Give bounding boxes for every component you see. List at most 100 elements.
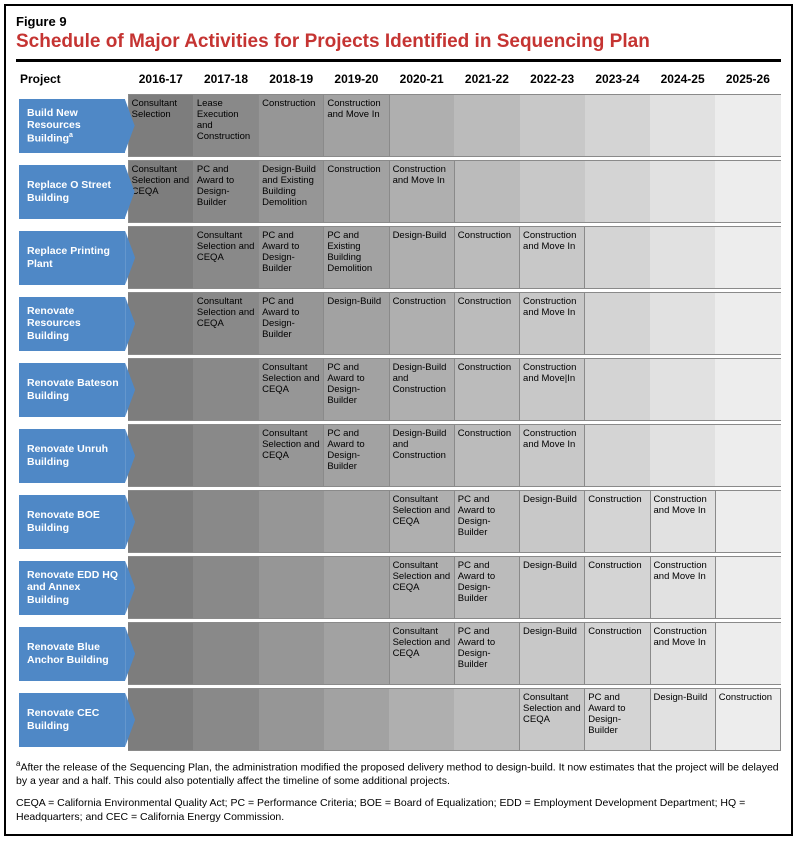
activity-cell: Design-Build	[324, 293, 389, 355]
table-row: Renovate CEC Building Consultant Selectio…	[16, 689, 781, 751]
col-header-year: 2019-20	[324, 66, 389, 95]
project-cell: Renovate BOE Building	[16, 491, 128, 553]
activity-cell: Consultant Selection and CEQA	[193, 293, 258, 355]
activity-cell: Construction	[454, 293, 519, 355]
activity-cell: Construction	[585, 557, 650, 619]
activity-cell	[193, 557, 258, 619]
activity-cell: Design-Build and Construction	[389, 425, 454, 487]
project-cell: Replace Printing Plant	[16, 227, 128, 289]
activity-cell	[715, 293, 780, 355]
col-header-year: 2023-24	[585, 66, 650, 95]
activity-cell: PC and Award to Design-Builder	[259, 227, 324, 289]
activity-cell	[324, 557, 389, 619]
activity-cell: Design-Build	[520, 557, 585, 619]
activity-cell: Design-Build and Construction	[389, 359, 454, 421]
activity-cell: Consultant Selection and CEQA	[128, 161, 193, 223]
activity-cell: Construction and Move In	[520, 227, 585, 289]
activity-cell	[454, 689, 519, 751]
activity-cell: PC and Award to Design-Builder	[454, 491, 519, 553]
project-cell: Renovate CEC Building	[16, 689, 128, 751]
activity-cell	[715, 491, 780, 553]
table-row: Renovate Resources Building Consultant Se…	[16, 293, 781, 355]
activity-cell	[585, 425, 650, 487]
activity-cell	[193, 623, 258, 685]
activity-cell: Construction	[715, 689, 780, 751]
activity-cell	[585, 359, 650, 421]
activity-cell: Consultant Selection and CEQA	[520, 689, 585, 751]
activity-cell	[715, 95, 780, 157]
col-header-year: 2018-19	[259, 66, 324, 95]
activity-cell: Lease Execution and Construction	[193, 95, 258, 157]
activity-cell	[389, 95, 454, 157]
project-label: Renovate Bateson Building	[19, 363, 125, 417]
activity-cell	[193, 425, 258, 487]
col-header-year: 2017-18	[193, 66, 258, 95]
table-row: Replace O Street BuildingConsultant Sele…	[16, 161, 781, 223]
activity-cell: Construction	[259, 95, 324, 157]
project-label: Replace O Street Building	[19, 165, 125, 219]
figure-label: Figure 9	[16, 14, 781, 29]
activity-cell: Construction and Move In	[650, 623, 715, 685]
activity-cell	[454, 95, 519, 157]
col-header-year: 2022-23	[520, 66, 585, 95]
activity-cell	[128, 227, 193, 289]
activity-cell	[128, 491, 193, 553]
activity-cell: Construction	[454, 425, 519, 487]
project-label: Build New Resources Buildinga	[19, 99, 125, 153]
table-header-row: Project2016-172017-182018-192019-202020-…	[16, 66, 781, 95]
activity-cell: Construction and Move In	[324, 95, 389, 157]
activity-cell	[650, 161, 715, 223]
activity-cell	[715, 359, 780, 421]
activity-cell: Construction and Move In	[520, 425, 585, 487]
activity-cell	[650, 425, 715, 487]
table-row: Replace Printing PlantConsultant Selecti…	[16, 227, 781, 289]
footnote: aAfter the release of the Sequencing Pla…	[16, 759, 781, 789]
col-header-project: Project	[16, 66, 128, 95]
activity-cell	[128, 689, 193, 751]
activity-cell: PC and Award to Design-Builder	[193, 161, 258, 223]
activity-cell	[259, 557, 324, 619]
activity-cell: Construction and Move In	[650, 491, 715, 553]
activity-cell: PC and Existing Building Demolition	[324, 227, 389, 289]
activity-cell: Construction and Move|In	[520, 359, 585, 421]
activity-cell: PC and Award to Design-Builder	[324, 359, 389, 421]
table-row: Renovate Blue Anchor BuildingConsultant …	[16, 623, 781, 685]
activity-cell: PC and Award to Design-Builder	[454, 557, 519, 619]
table-row: Renovate EDD HQ and Annex Building Consul…	[16, 557, 781, 619]
project-cell: Renovate Unruh Building	[16, 425, 128, 487]
activity-cell	[193, 491, 258, 553]
activity-cell: Consultant Selection and CEQA	[389, 557, 454, 619]
project-cell: Renovate EDD HQ and Annex Building	[16, 557, 128, 619]
activity-cell: Consultant Selection and CEQA	[389, 491, 454, 553]
activity-cell	[259, 491, 324, 553]
project-label: Renovate Unruh Building	[19, 429, 125, 483]
col-header-year: 2025-26	[715, 66, 780, 95]
activity-cell	[715, 425, 780, 487]
project-label: Renovate EDD HQ and Annex Building	[19, 561, 125, 615]
schedule-table: Project2016-172017-182018-192019-202020-…	[16, 66, 781, 751]
project-label: Renovate CEC Building	[19, 693, 125, 747]
activity-cell	[715, 623, 780, 685]
activity-cell	[715, 161, 780, 223]
activity-cell	[259, 689, 324, 751]
activity-cell: Construction	[585, 491, 650, 553]
activity-cell	[128, 359, 193, 421]
activity-cell	[128, 623, 193, 685]
col-header-year: 2020-21	[389, 66, 454, 95]
activity-cell	[715, 557, 780, 619]
activity-cell: Construction	[454, 227, 519, 289]
activity-cell	[585, 95, 650, 157]
col-header-year: 2024-25	[650, 66, 715, 95]
project-cell: Replace O Street Building	[16, 161, 128, 223]
activity-cell: Design-Build and Existing Building Demol…	[259, 161, 324, 223]
footnote-text: After the release of the Sequencing Plan…	[16, 762, 779, 788]
project-label: Replace Printing Plant	[19, 231, 125, 285]
activity-cell	[389, 689, 454, 751]
project-label: Renovate Resources Building	[19, 297, 125, 351]
activity-cell: Design-Build	[389, 227, 454, 289]
activity-cell: Consultant Selection	[128, 95, 193, 157]
activity-cell	[650, 293, 715, 355]
activity-cell: Design-Build	[650, 689, 715, 751]
activity-cell: PC and Award to Design-Builder	[585, 689, 650, 751]
project-cell: Renovate Blue Anchor Building	[16, 623, 128, 685]
